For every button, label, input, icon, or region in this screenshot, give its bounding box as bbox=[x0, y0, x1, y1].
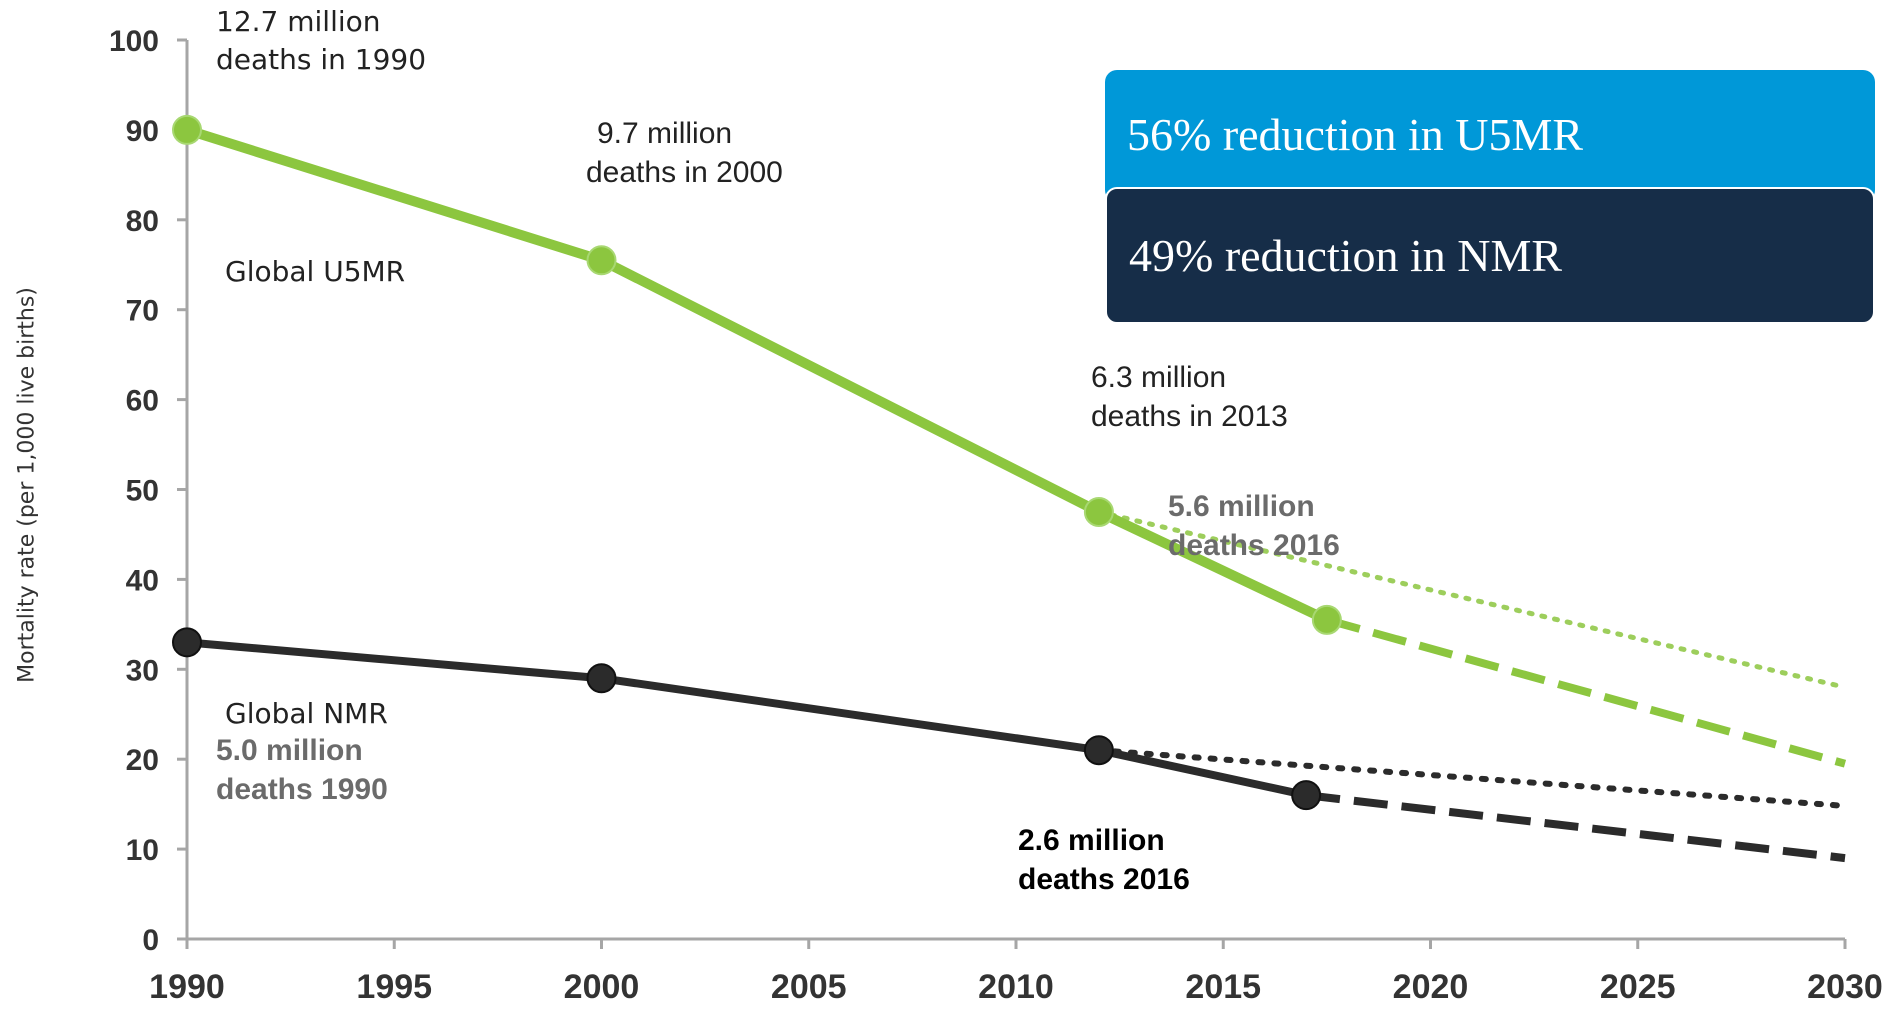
x-tick-label: 1995 bbox=[356, 968, 432, 1006]
u5mr-reduction-text: 56% reduction in U5MR bbox=[1127, 109, 1584, 160]
annotation-u5mr-1990-line1: 12.7 million bbox=[216, 5, 381, 38]
series-line-u5mr bbox=[182, 124, 1332, 625]
data-point-nmr bbox=[1083, 735, 1114, 766]
nmr-reduction-text: 49% reduction in NMR bbox=[1129, 230, 1563, 281]
y-tick-label: 100 bbox=[109, 25, 159, 58]
annotation-u5mr-1990-line2: deaths in 1990 bbox=[216, 43, 426, 76]
x-tick-label: 2030 bbox=[1807, 968, 1883, 1006]
y-tick-label: 20 bbox=[126, 744, 159, 777]
x-tick-label: 2020 bbox=[1393, 968, 1469, 1006]
y-tick-label: 40 bbox=[126, 564, 159, 597]
y-tick-label: 90 bbox=[126, 115, 159, 148]
annotation-nmr-2016-line2: deaths 2016 bbox=[1018, 863, 1190, 896]
annotation-u5mr-2013-line1: 6.3 million bbox=[1091, 361, 1226, 394]
data-point-nmr bbox=[586, 663, 617, 694]
data-point-nmr bbox=[172, 627, 202, 658]
data-point-u5mr bbox=[586, 245, 617, 276]
series-line-nmr bbox=[183, 638, 1311, 800]
series-label-nmr: Global NMR bbox=[225, 697, 388, 730]
y-tick-label: 80 bbox=[126, 205, 159, 238]
data-point-u5mr bbox=[172, 114, 202, 145]
series-label-u5mr: Global U5MR bbox=[225, 255, 405, 288]
annotations: Global U5MR Global NMR 12.7 million deat… bbox=[216, 5, 1340, 896]
y-axis-label: Mortality rate (per 1,000 live births) bbox=[14, 287, 40, 683]
x-tick-label: 2000 bbox=[564, 968, 640, 1006]
x-tick-label: 2010 bbox=[978, 968, 1054, 1006]
y-tick-label: 70 bbox=[126, 295, 159, 328]
y-tick-label: 10 bbox=[126, 834, 159, 867]
projection-dotted-nmr bbox=[1095, 747, 1848, 809]
annotation-u5mr-2013-line2: deaths in 2013 bbox=[1091, 400, 1288, 433]
data-point-u5mr bbox=[1311, 604, 1342, 635]
projection-dotted-u5mr bbox=[1096, 509, 1848, 690]
y-tick-label: 30 bbox=[126, 654, 159, 687]
x-tick-label: 2015 bbox=[1185, 968, 1261, 1006]
projection-dashed-u5mr bbox=[1325, 616, 1847, 768]
annotation-u5mr-2016-line1: 5.6 million bbox=[1168, 490, 1315, 523]
projections bbox=[1095, 509, 1848, 863]
data-point-u5mr bbox=[1083, 496, 1114, 527]
series-lines bbox=[182, 124, 1332, 800]
y-tick-label: 60 bbox=[126, 385, 159, 418]
annotation-nmr-1990-line1: 5.0 million bbox=[216, 734, 363, 767]
annotation-u5mr-2016-line2: deaths 2016 bbox=[1168, 529, 1340, 562]
x-tick-label: 2005 bbox=[771, 968, 847, 1006]
x-tick-label: 2025 bbox=[1600, 968, 1676, 1006]
x-tick-label: 1990 bbox=[149, 968, 225, 1006]
y-tick-label: 0 bbox=[142, 924, 159, 957]
annotation-nmr-1990-line2: deaths 1990 bbox=[216, 773, 388, 806]
nmr-reduction-callout: 49% reduction in NMR bbox=[1105, 187, 1875, 324]
projection-dashed-nmr bbox=[1305, 791, 1846, 863]
annotation-nmr-2016-line1: 2.6 million bbox=[1018, 824, 1165, 857]
y-tick-label: 50 bbox=[126, 475, 159, 508]
u5mr-reduction-callout: 56% reduction in U5MR bbox=[1105, 70, 1875, 202]
series-points bbox=[172, 114, 1342, 811]
data-point-nmr bbox=[1291, 780, 1322, 811]
annotation-u5mr-2000-line2: deaths in 2000 bbox=[586, 156, 783, 189]
annotation-u5mr-2000-line1: 9.7 million bbox=[597, 117, 732, 150]
